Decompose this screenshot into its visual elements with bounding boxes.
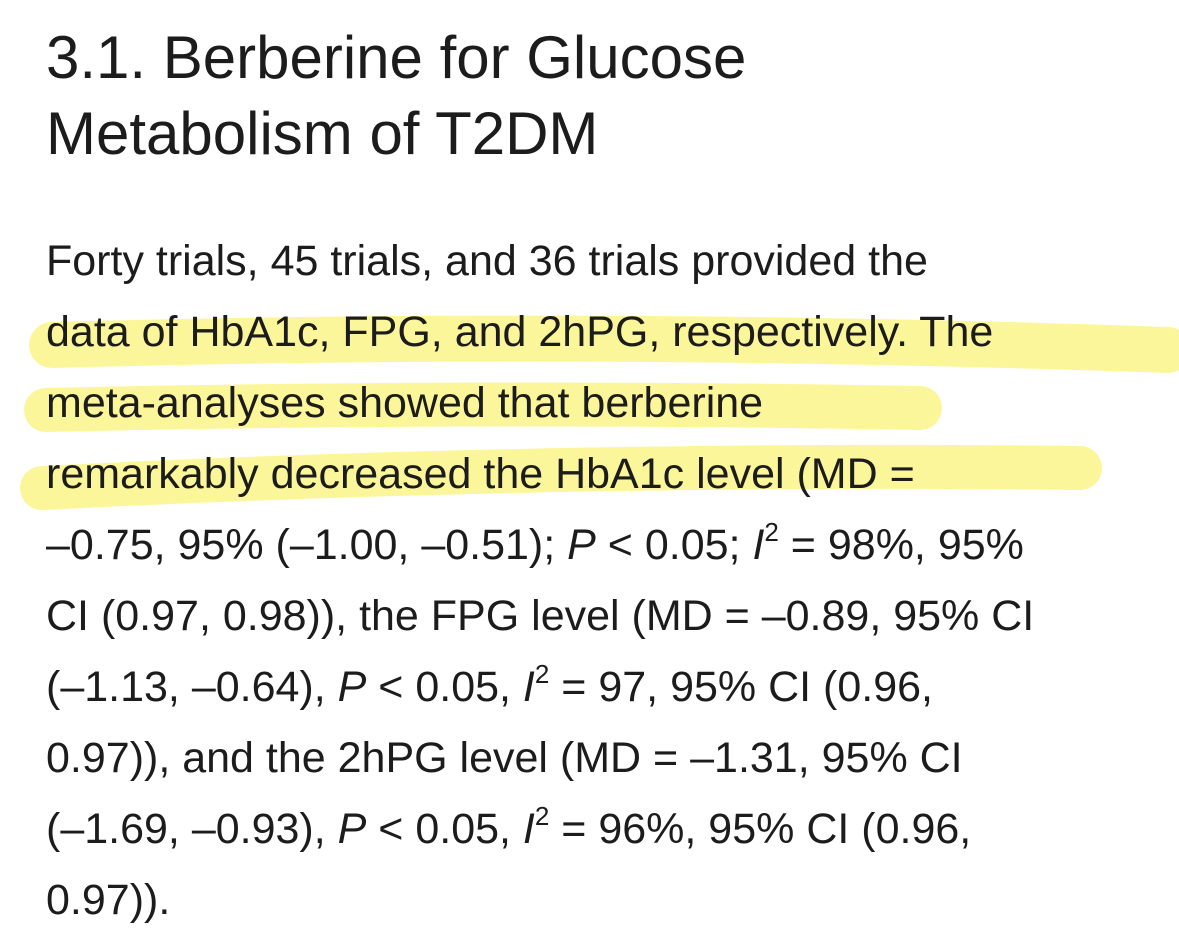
paragraph-line: 0.97)). — [46, 879, 170, 922]
highlight — [24, 382, 942, 432]
paragraph-line: (–1.69, –0.93), P < 0.05, I2 = 96%, 95% … — [46, 803, 972, 853]
text-run: Forty trials, 45 trials, and 36 trials p… — [46, 237, 928, 285]
text-run: –0.75, 95% (–1.00, –0.51); — [46, 521, 568, 569]
text-run: meta-analyses showed that berberine — [46, 379, 764, 427]
text-run: = 98%, 95% — [778, 521, 1024, 569]
paragraph-line: meta-analyses showed that berberine — [46, 382, 763, 425]
italic-text: P — [567, 521, 596, 569]
italic-text: I — [522, 663, 535, 711]
paragraph-line: remarkably decreased the HbA1c level (MD… — [46, 453, 915, 496]
italic-text: I — [522, 805, 535, 853]
paragraph-line: CI (0.97, 0.98)), the FPG level (MD = –0… — [46, 595, 1034, 638]
text-run: = 96%, 95% CI (0.96, — [549, 805, 972, 853]
text-run: < 0.05, — [366, 805, 523, 853]
superscript: 2 — [764, 517, 779, 547]
text-run: remarkably decreased the HbA1c level (MD… — [46, 450, 915, 498]
italic-text: I — [752, 521, 765, 569]
text-run: 0.97)). — [46, 876, 171, 924]
highlight — [29, 315, 1179, 373]
text-run: 0.97)), and the 2hPG level (MD = –1.31, … — [46, 734, 963, 782]
heading-line: 3.1. Berberine for Glucose — [46, 24, 747, 91]
paragraph-line: (–1.13, –0.64), P < 0.05, I2 = 97, 95% C… — [46, 661, 933, 711]
paragraph-line: Forty trials, 45 trials, and 36 trials p… — [46, 240, 928, 283]
text-run: < 0.05, — [366, 663, 523, 711]
text-run: (–1.69, –0.93), — [46, 805, 338, 853]
superscript: 2 — [534, 801, 550, 831]
heading-line: Metabolism of T2DM — [46, 100, 599, 167]
text-run: = 97, 95% CI (0.96, — [549, 663, 933, 711]
text-run: < 0.05; — [595, 521, 753, 569]
italic-text: P — [337, 663, 367, 711]
paragraph-line: 0.97)), and the 2hPG level (MD = –1.31, … — [46, 737, 963, 780]
paragraph-line: –0.75, 95% (–1.00, –0.51); P < 0.05; I2 … — [46, 519, 1024, 569]
italic-text: P — [337, 805, 367, 853]
paragraph-line: data of HbA1c, FPG, and 2hPG, respective… — [46, 311, 993, 354]
superscript: 2 — [534, 659, 550, 689]
text-run: CI (0.97, 0.98)), the FPG level (MD = –0… — [46, 592, 1035, 640]
highlight — [20, 444, 1102, 510]
text-run: (–1.13, –0.64), — [46, 663, 338, 711]
text-run: data of HbA1c, FPG, and 2hPG, respective… — [46, 308, 994, 356]
